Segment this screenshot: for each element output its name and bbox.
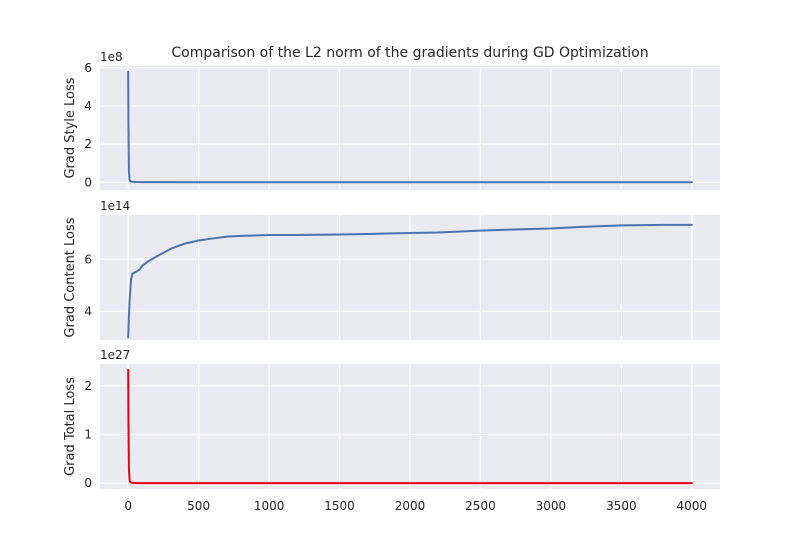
total-series-line [127, 368, 693, 485]
content-y-tick-label: 4 [84, 304, 92, 318]
content-offset-text: 1e14 [100, 199, 130, 213]
style-y-axis-label: Grad Style Loss [63, 77, 78, 178]
content-y-axis-label: Grad Content Loss [63, 217, 78, 337]
x-tick-label: 1500 [324, 499, 355, 513]
total-y-tick-label: 2 [84, 379, 92, 393]
x-tick-label: 0 [124, 499, 132, 513]
total-y-tick-label: 1 [84, 428, 92, 442]
x-tick-label: 3000 [536, 499, 567, 513]
style-y-tick-label: 2 [84, 137, 92, 151]
style-series-line [127, 70, 693, 184]
style-offset-text: 1e8 [100, 50, 123, 64]
total-y-tick-label: 0 [84, 476, 92, 490]
x-tick-label: 500 [187, 499, 210, 513]
content-subplot: 4 6 1e14 Grad Content Loss [63, 199, 720, 340]
content-y-tick-label: 6 [84, 252, 92, 266]
style-y-tick-label: 6 [84, 61, 92, 75]
x-tick-label: 2000 [395, 499, 426, 513]
style-y-tick-label: 4 [84, 99, 92, 113]
total-offset-text: 1e27 [100, 348, 130, 362]
x-tick-label: 3500 [606, 499, 637, 513]
content-series-line [127, 223, 693, 339]
x-tick-label: 2500 [465, 499, 496, 513]
total-subplot: 0 1 2 1e27 Grad Total Loss 0 500 1000 1500 2000 25… [63, 348, 720, 513]
style-subplot: 0 2 4 6 1e8 Grad Style Loss [63, 50, 720, 190]
total-y-axis-label: Grad Total Loss [63, 377, 78, 476]
subplots: 0 2 4 6 1e8 Grad Style Loss 4 6 1e14 Grad Content… [63, 50, 720, 513]
style-y-tick-label: 0 [84, 175, 92, 189]
figure-title: Comparison of the L2 norm of the gradien… [171, 45, 648, 61]
x-tick-label: 1000 [254, 499, 285, 513]
x-tick-label: 4000 [677, 499, 708, 513]
